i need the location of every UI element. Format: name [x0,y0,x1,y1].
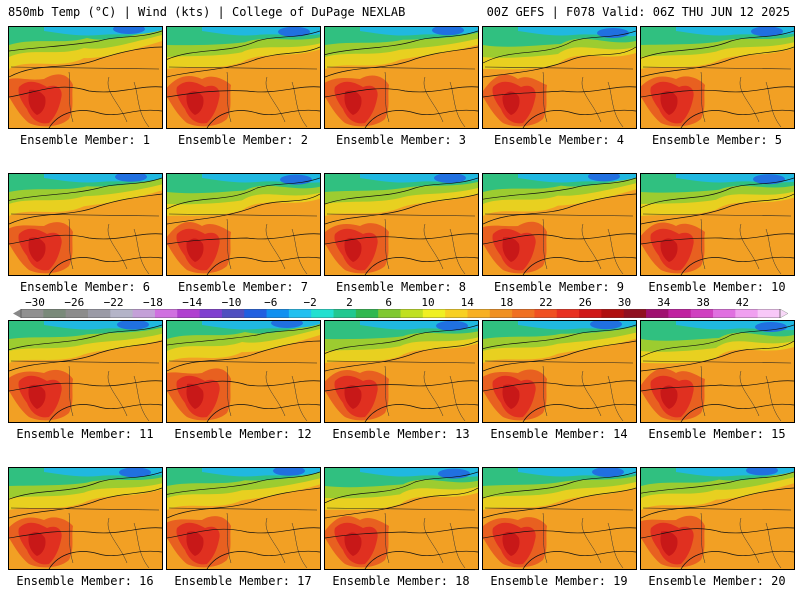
ensemble-member-label: Ensemble Member: 5 [651,133,783,147]
ensemble-member-label: Ensemble Member: 3 [335,133,467,147]
colorbar-swatch [110,309,134,318]
ensemble-member-label: Ensemble Member: 14 [490,427,628,441]
colorbar-tick-label: −26 [64,296,85,309]
colorbar-swatch [467,309,491,318]
ensemble-member-label: Ensemble Member: 6 [19,280,151,294]
ensemble-member-map [8,173,163,276]
colorbar-tick-label: 22 [539,296,553,309]
colorbar-tick-label: 26 [578,296,592,309]
ensemble-member-label: Ensemble Member: 18 [332,574,470,588]
colorbar-swatch [87,309,111,318]
colorbar-outline [20,309,781,318]
colorbar-swatch [333,309,357,318]
ensemble-member-label: Ensemble Member: 17 [174,574,312,588]
colorbar-tick-label: 10 [421,296,435,309]
colorbar-swatch [177,309,201,318]
ensemble-member-map [640,320,795,423]
ensemble-member-label: Ensemble Member: 9 [493,280,625,294]
colorbar-tick-label: −30 [25,296,45,309]
colorbar-right-arrow [779,309,788,318]
colorbar-swatch [311,309,335,318]
colorbar-swatch [422,309,446,318]
colorbar-swatch [623,309,647,318]
colorbar-tick-label: −6 [264,296,278,309]
ensemble-member-label: Ensemble Member: 7 [177,280,309,294]
colorbar-swatch [288,309,312,318]
ensemble-member-map [8,467,163,570]
colorbar-tick-label: −14 [182,296,203,309]
ensemble-member-map [166,320,321,423]
colorbar-swatch [378,309,401,318]
colorbar-swatch [489,309,513,318]
ensemble-member-label: Ensemble Member: 10 [648,280,786,294]
colorbar-tick-label: 38 [696,296,710,309]
ensemble-member-label: Ensemble Member: 16 [16,574,154,588]
ensemble-member-map [8,26,163,129]
colorbar-tick-label: −2 [303,296,317,309]
ensemble-member-label: Ensemble Member: 4 [493,133,625,147]
colorbar-tick-label: −18 [142,296,163,309]
colorbar-swatch [579,309,602,318]
ensemble-member-label: Ensemble Member: 11 [16,427,154,441]
ensemble-member-label: Ensemble Member: 8 [335,280,467,294]
colorbar-swatch [735,309,759,318]
colorbar-swatch [221,309,245,318]
colorbar-swatch [154,309,178,318]
colorbar-swatch [445,309,468,318]
colorbar-tick-label: 34 [657,296,671,309]
colorbar-tick-label: 6 [385,296,392,309]
colorbar-swatch [556,309,580,318]
colorbar-swatch [43,309,67,318]
temperature-colorbar [13,309,788,318]
ensemble-member-map [482,26,637,129]
ensemble-member-map [324,26,479,129]
colorbar-swatch [400,309,424,318]
colorbar-swatch [601,309,625,318]
ensemble-member-map [324,173,479,276]
ensemble-member-label: Ensemble Member: 13 [332,427,470,441]
ensemble-member-map [8,320,163,423]
colorbar-swatch [757,309,781,318]
colorbar-swatch [244,309,268,318]
ensemble-member-label: Ensemble Member: 12 [174,427,312,441]
ensemble-member-map [166,467,321,570]
colorbar-tick-label: 14 [460,296,474,309]
ensemble-member-map [640,26,795,129]
colorbar-swatch [65,309,89,318]
colorbar-swatch [668,309,692,318]
ensemble-member-map [166,173,321,276]
colorbar-left-arrow [13,309,21,318]
colorbar-tick-label: 18 [499,296,514,309]
colorbar-swatch [266,309,290,318]
colorbar-swatch [132,309,156,318]
colorbar-tick-label: 42 [735,296,750,309]
colorbar-swatch [690,309,714,318]
colorbar-swatch [355,309,379,318]
ensemble-member-map [324,320,479,423]
ensemble-member-map [482,320,637,423]
ensemble-member-map [482,173,637,276]
ensemble-member-label: Ensemble Member: 2 [177,133,309,147]
colorbar-tick-label: −10 [221,296,242,309]
model-run-info: 00Z GEFS | F078 Valid: 06Z THU JUN 12 20… [486,5,790,19]
ensemble-member-map [640,467,795,570]
ensemble-member-label: Ensemble Member: 15 [648,427,786,441]
colorbar-tick-label: 2 [346,296,353,309]
ensemble-member-map [324,467,479,570]
colorbar-tick-label: −22 [103,296,124,309]
ensemble-member-label: Ensemble Member: 1 [19,133,151,147]
map-title: 850mb Temp (°C) | Wind (kts) | College o… [8,5,406,19]
colorbar-swatch [534,309,558,318]
ensemble-member-map [482,467,637,570]
ensemble-member-label: Ensemble Member: 19 [490,574,628,588]
colorbar-swatch [199,309,223,318]
colorbar-tick-label: 30 [617,296,632,309]
colorbar-swatch [713,309,736,318]
ensemble-member-label: Ensemble Member: 20 [648,574,786,588]
colorbar-swatch [21,309,44,318]
colorbar-swatch [646,309,669,318]
ensemble-member-map [166,26,321,129]
colorbar-swatch [512,309,535,318]
ensemble-member-map [640,173,795,276]
